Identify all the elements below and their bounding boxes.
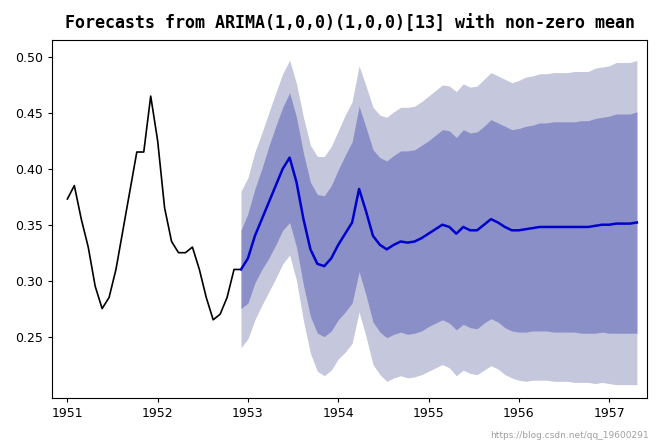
Title: Forecasts from ARIMA(1,0,0)(1,0,0)[13] with non-zero mean: Forecasts from ARIMA(1,0,0)(1,0,0)[13] w… — [64, 15, 634, 33]
Text: https://blog.csdn.net/qq_19600291: https://blog.csdn.net/qq_19600291 — [490, 431, 649, 440]
